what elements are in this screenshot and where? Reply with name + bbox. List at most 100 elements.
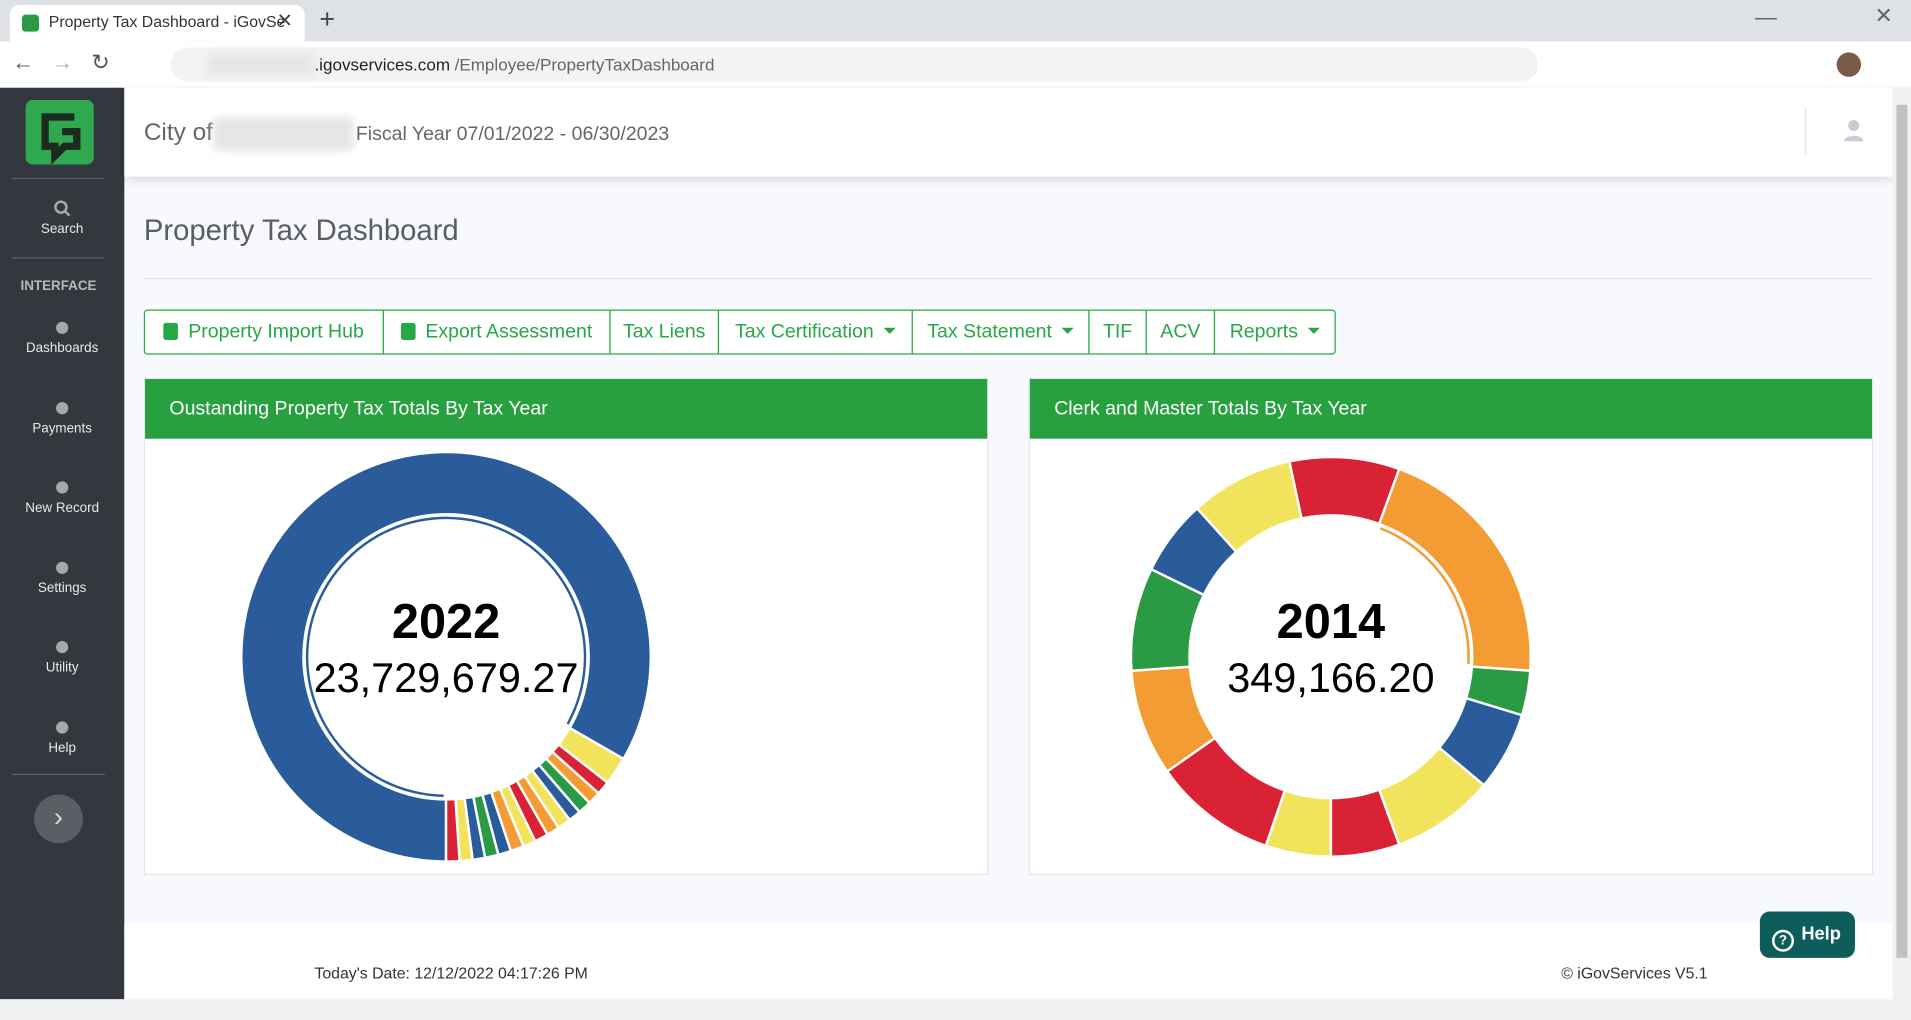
redacted (207, 53, 315, 76)
nav-icon (56, 402, 69, 415)
tab-title: Property Tax Dashboard - iGovSe (48, 12, 286, 31)
nav-item[interactable]: Settings (0, 559, 124, 596)
fiscal-year: Fiscal Year 07/01/2022 - 06/30/2023 (355, 124, 670, 146)
nav-icon (56, 481, 69, 494)
button-icon (400, 322, 416, 340)
nav-item[interactable]: New Record (0, 479, 124, 516)
button-label: ACV (1160, 321, 1201, 343)
divider (12, 773, 105, 776)
button-icon (163, 322, 179, 340)
toolbar-button[interactable]: Reports (1213, 309, 1336, 355)
toolbar-button[interactable]: Property Import Hub (143, 309, 384, 355)
donut-segment[interactable] (240, 450, 653, 863)
divider (12, 177, 105, 180)
page-title: Property Tax Dashboard (143, 214, 459, 248)
url-domain: .igovservices.com (314, 54, 451, 75)
redacted (213, 116, 354, 152)
nav-item[interactable]: Utility (0, 639, 124, 676)
tab-close[interactable]: ✕ (276, 10, 293, 32)
donut-segment[interactable] (444, 797, 461, 863)
card-title: Clerk and Master Totals By Tax Year (1029, 378, 1872, 439)
toolbar-button[interactable]: ACV (1145, 309, 1216, 355)
nav-label: New Record (25, 500, 100, 516)
h-scrollbar[interactable] (0, 999, 1911, 1020)
favicon (21, 14, 39, 32)
nav-label: Dashboards (25, 341, 99, 356)
nav-search[interactable]: Search (0, 200, 124, 237)
caret (883, 327, 896, 334)
button-label: Property Import Hub (188, 321, 364, 343)
nav-item[interactable]: Payments (0, 400, 124, 437)
logo[interactable] (25, 99, 94, 165)
chart: 2014 349,166.20 (1129, 455, 1532, 858)
divider (12, 257, 105, 259)
caret (1061, 327, 1074, 334)
center-title: 2022 (392, 595, 500, 649)
reload[interactable]: ↻ (91, 49, 110, 75)
url-path: /Employee/PropertyTaxDashboard (454, 54, 715, 75)
button-label: Tax Statement (927, 321, 1052, 343)
profile[interactable] (1835, 51, 1862, 78)
icon-shape (56, 640, 69, 654)
button-label: Tax Liens (623, 321, 706, 343)
button-label: TIF (1102, 321, 1133, 343)
chart-card: Clerk and Master Totals By Tax Year 2014 3… (1028, 377, 1874, 875)
forward[interactable]: → (51, 49, 74, 75)
toolbar-button[interactable]: Export Assessment (382, 309, 611, 355)
footer: Today's Date: 12/12/2022 04:17:26 PM © i… (124, 923, 1893, 1000)
omnibox[interactable]: .igovservices.com /Employee/PropertyTaxD… (170, 47, 1539, 82)
icon-shape (56, 321, 69, 334)
chart-card: Oustanding Property Tax Totals By Tax Ye… (143, 377, 989, 875)
nav-label: Search (40, 221, 84, 237)
nav-item[interactable]: Dashboards (0, 319, 124, 356)
nav-item[interactable]: Help (0, 719, 124, 756)
divider (143, 277, 1872, 280)
user-icon[interactable] (1843, 119, 1865, 142)
toolbar-button[interactable]: Tax Liens (609, 309, 720, 355)
help-label: Help (1801, 923, 1841, 945)
tab[interactable]: Property Tax Dashboard - iGovSe ✕ (9, 4, 305, 42)
minimize[interactable]: — (1755, 4, 1777, 30)
collapse-toggle[interactable]: › (34, 794, 83, 844)
divider (1804, 107, 1807, 156)
footer-date: Today's Date: 12/12/2022 04:17:26 PM (314, 963, 588, 983)
icon-shape (56, 721, 69, 734)
scrollbar[interactable] (1892, 87, 1911, 1000)
nav-icon (56, 561, 69, 574)
nav-label: Help (48, 740, 76, 756)
donut-segment[interactable] (1195, 459, 1303, 554)
button-label: Reports (1229, 321, 1298, 343)
nav-icon (56, 640, 69, 654)
center-title: 2014 (1277, 595, 1385, 649)
toolbar-button[interactable]: TIF (1088, 309, 1147, 355)
nav-icon (56, 321, 69, 334)
center-value: 23,729,679.27 (314, 654, 579, 701)
back[interactable]: ← (12, 49, 35, 75)
chart: 2022 23,729,679.27 (240, 450, 653, 863)
icon-shape (56, 402, 69, 415)
hover-ring (1379, 527, 1470, 665)
close-window[interactable]: ✕ (1874, 3, 1893, 29)
nav-label: Settings (37, 581, 87, 596)
nav-label: Payments (32, 421, 92, 437)
sidebar: Search INTERFACE Dashboards Payments New R… (0, 87, 125, 1000)
nav-label: Utility (45, 660, 79, 676)
icon-shape (56, 561, 69, 574)
toolbar-button[interactable]: Tax Statement (911, 309, 1090, 355)
section-heading: INTERFACE (20, 279, 97, 294)
new-tab[interactable]: + (319, 3, 335, 35)
toolbar-button[interactable]: Tax Certification (717, 309, 913, 355)
tab-bar (0, 0, 1911, 42)
help-button[interactable]: ? Help (1759, 911, 1855, 958)
icon-shape (56, 481, 69, 494)
footer-copyright: © iGovServices V5.1 (1561, 963, 1708, 983)
nav-icon (56, 721, 69, 734)
topbar: City of Fiscal Year 07/01/2022 - 06/30/2… (124, 87, 1893, 177)
donut-segment[interactable] (1377, 467, 1532, 673)
button-label: Export Assessment (425, 321, 593, 343)
card-title: Oustanding Property Tax Totals By Tax Ye… (145, 378, 988, 439)
center-value: 349,166.20 (1227, 654, 1434, 701)
caret (1307, 327, 1320, 334)
